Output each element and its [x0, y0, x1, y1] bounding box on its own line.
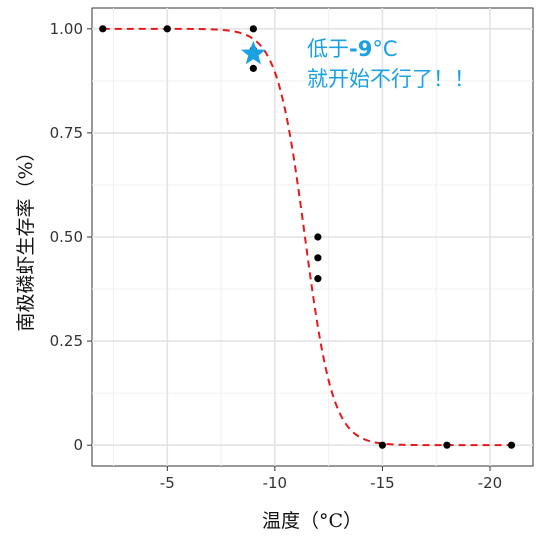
data-point: [314, 275, 322, 283]
data-point: [507, 441, 516, 449]
y-tick-labels: 0 0.25 0.50 0.75 1.00: [50, 20, 83, 454]
y-tick-label: 0.75: [50, 124, 83, 142]
annotation-text-line: 低于-9°C: [307, 37, 398, 61]
data-point: [163, 25, 171, 33]
axis-ticks: [87, 28, 491, 471]
annotation-text-segment: °C: [372, 37, 397, 61]
annotation-text-segment: 低于: [307, 37, 349, 61]
annotation-text-line: 就开始不行了！！: [307, 67, 475, 91]
x-tick-label: -10: [263, 474, 288, 492]
x-axis-title: 温度（°C）: [262, 510, 362, 532]
data-point: [99, 25, 107, 33]
annotation-layer: 低于-9°C 就开始不行了！！: [240, 37, 475, 91]
y-axis-title: 南极磷虾生存率（%）: [15, 142, 37, 331]
data-point: [314, 233, 322, 241]
data-point: [249, 25, 257, 33]
x-tick-label: -20: [478, 474, 503, 492]
y-tick-label: 1.00: [50, 20, 83, 38]
x-tick-label: -15: [370, 474, 395, 492]
data-point: [378, 441, 387, 449]
data-point: [314, 254, 322, 262]
fitted-curve-layer: [102, 27, 512, 447]
data-points: [99, 25, 516, 449]
fitted-curve: [102, 27, 512, 447]
x-tick-labels: -5 -10 -15 -20: [160, 474, 502, 492]
x-tick-label: -5: [160, 474, 175, 492]
data-point: [249, 64, 257, 72]
star-marker: [240, 40, 266, 65]
y-tick-label: 0.50: [50, 228, 83, 246]
y-tick-label: 0.25: [50, 332, 83, 350]
annotation-text-segment: 就开始不行了！！: [307, 67, 475, 91]
data-point: [443, 441, 451, 449]
annotation-text-segment: -9: [349, 37, 372, 61]
y-tick-label: 0: [73, 436, 83, 454]
grid-major: [92, 8, 533, 466]
